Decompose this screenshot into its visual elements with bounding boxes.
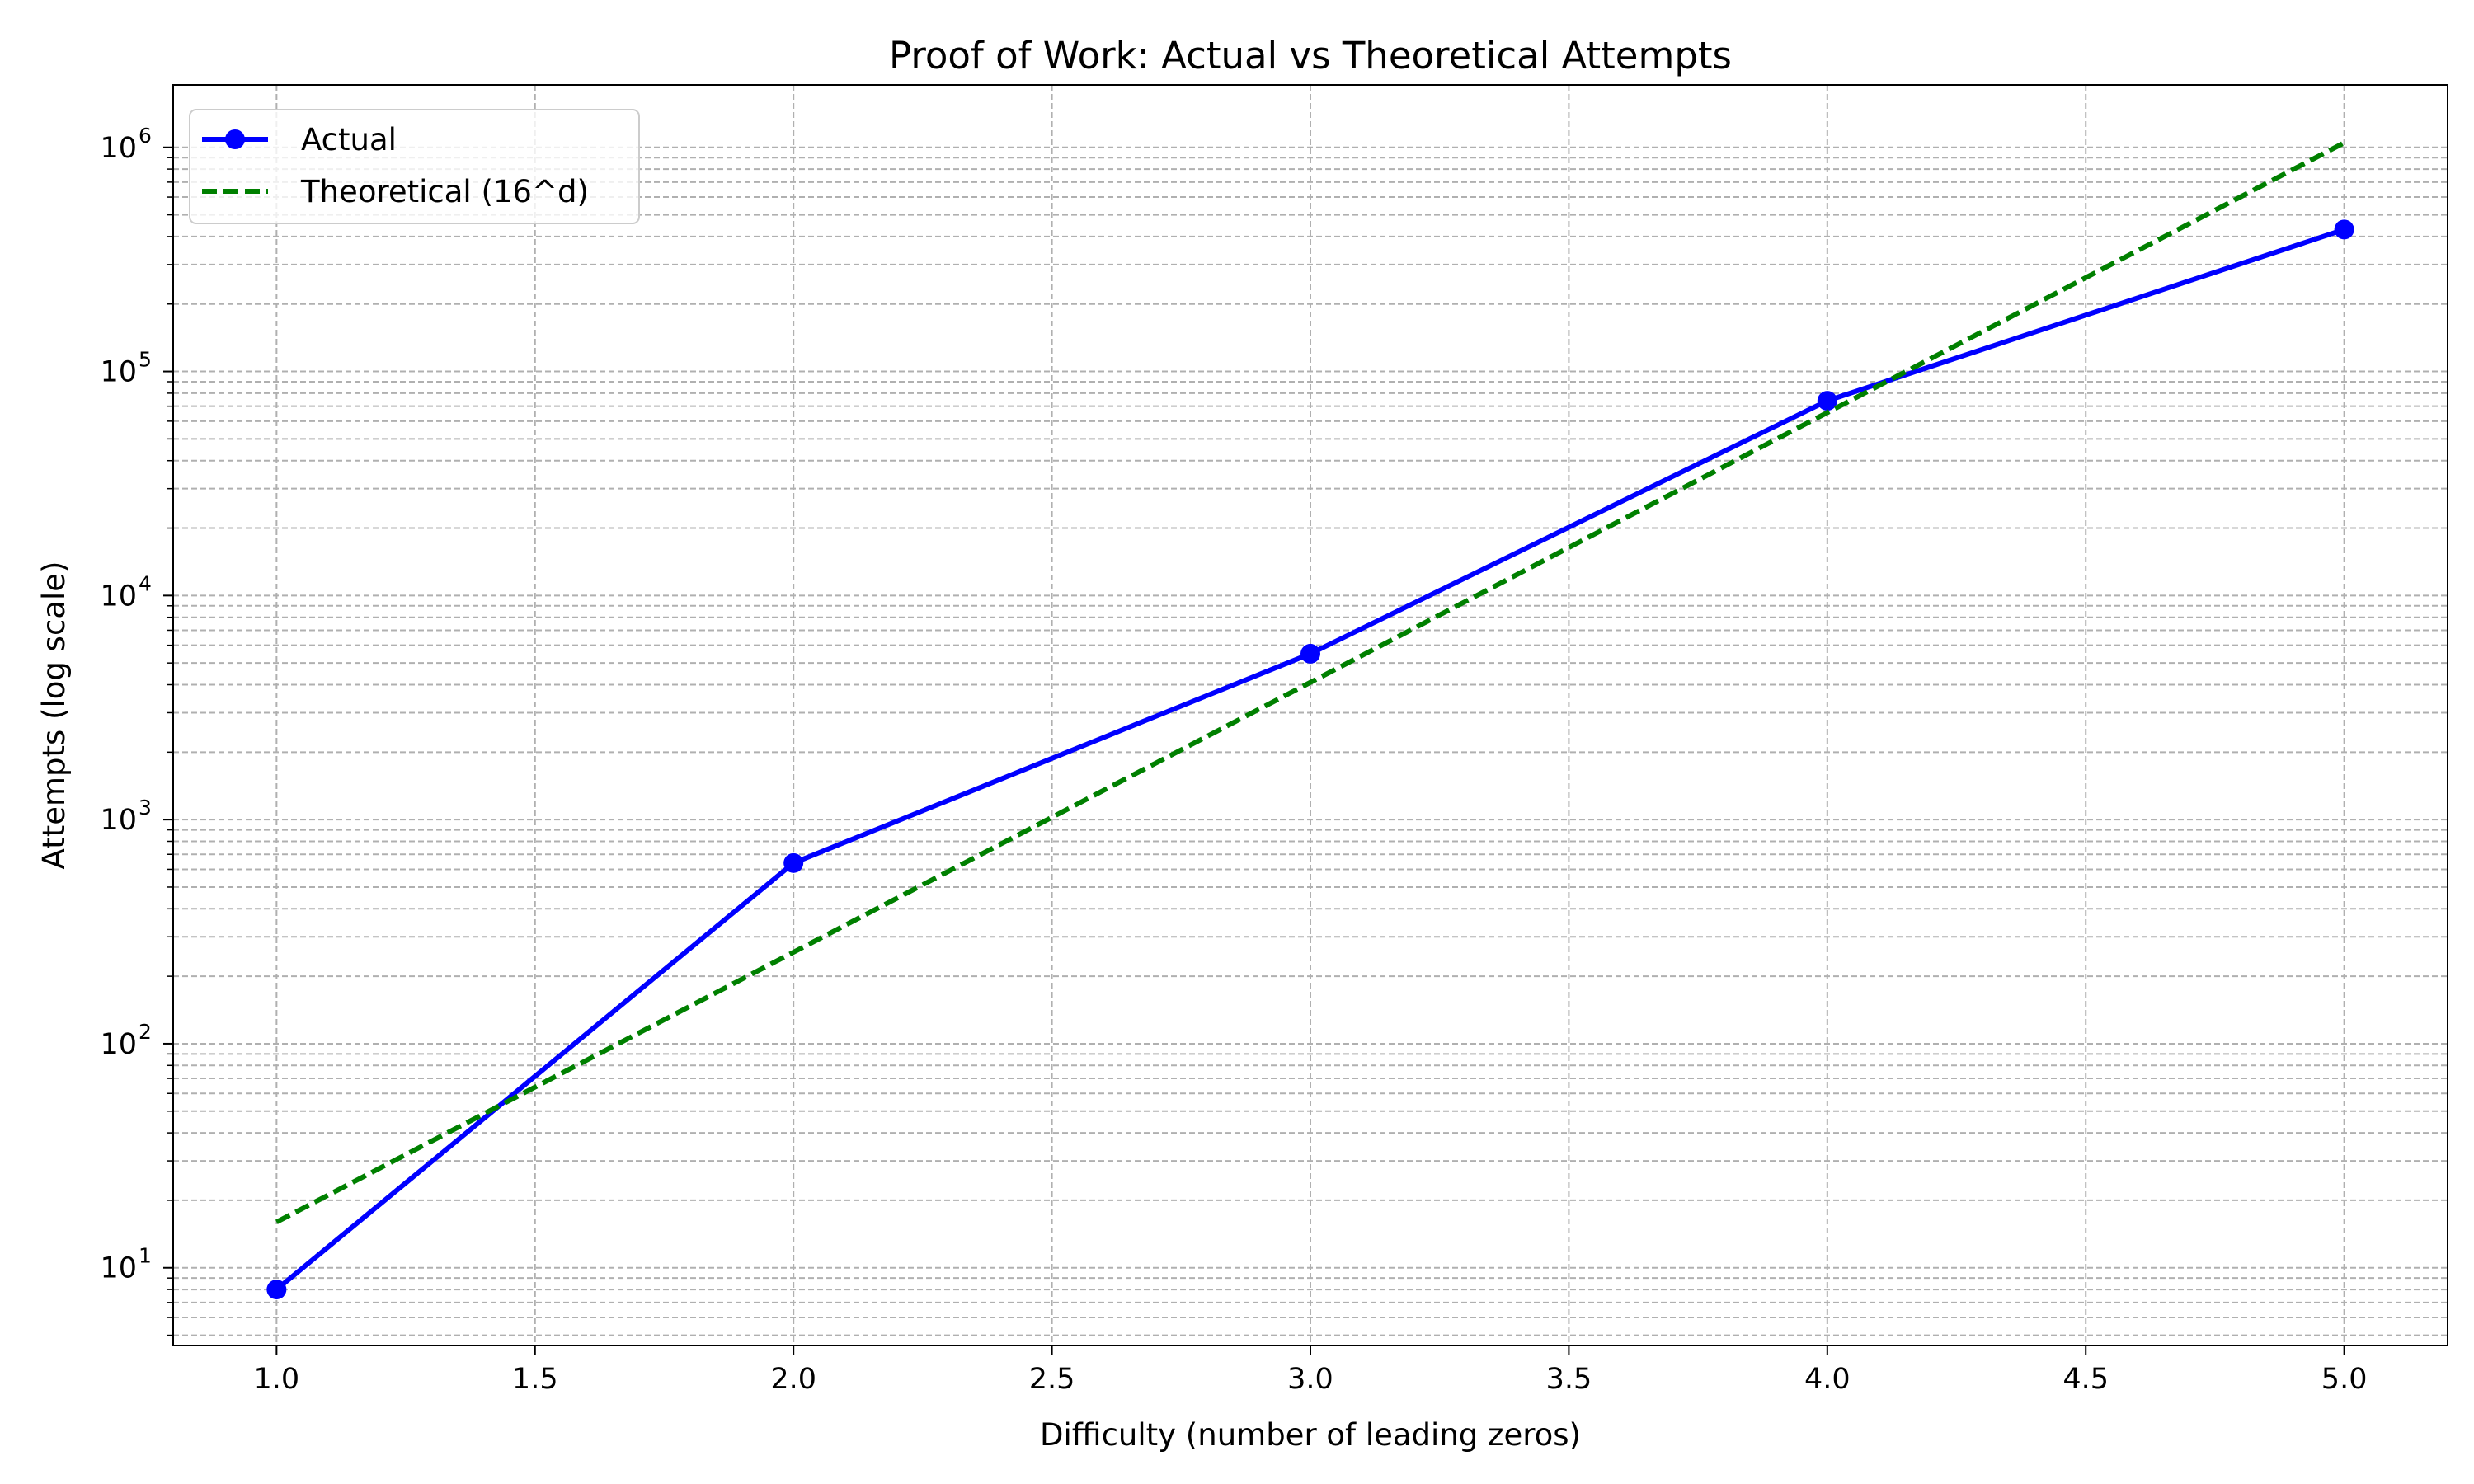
x-tick-label: 1.0 (254, 1363, 300, 1396)
y-tick-base: 10 (100, 580, 137, 613)
legend-label: Actual (301, 122, 397, 157)
legend: Actual Theoretical (16^d) (189, 109, 640, 224)
y-tick-base: 10 (100, 1252, 137, 1285)
legend-marker (225, 129, 245, 149)
grid (173, 85, 2448, 1345)
x-tick-label: 4.5 (2062, 1363, 2109, 1396)
y-tick-label: 10 6 (100, 124, 151, 165)
data-point (783, 852, 804, 873)
y-tick-label: 10 1 (100, 1244, 151, 1285)
y-tick-label: 10 5 (100, 348, 151, 389)
y-tick-base: 10 (100, 356, 137, 389)
x-tick-label: 5.0 (2321, 1363, 2368, 1396)
x-axis-label: Difficulty (number of leading zeros) (1040, 1417, 1581, 1453)
series-line-theoretical (275, 140, 2346, 1224)
y-tick-exponent: 2 (139, 1020, 152, 1044)
y-tick-base: 10 (100, 1028, 137, 1061)
chart-title: Proof of Work: Actual vs Theoretical Att… (889, 34, 1732, 77)
y-tick-exponent: 5 (139, 348, 152, 372)
data-point (1817, 391, 1837, 411)
y-tick-label: 10 3 (100, 796, 151, 837)
x-tick-label: 2.5 (1029, 1363, 1075, 1396)
x-tick-label: 3.0 (1287, 1363, 1333, 1396)
x-tick-label: 4.0 (1804, 1363, 1851, 1396)
axes: 1.0 1.5 2.0 2.5 3.0 3.5 4.0 4.5 5.010 110 210 310 41… (100, 124, 2367, 1396)
y-tick-label: 10 4 (100, 571, 151, 613)
y-tick-exponent: 3 (139, 796, 152, 819)
y-tick-base: 10 (100, 132, 137, 165)
series-layer (266, 140, 2354, 1300)
legend-box (189, 109, 640, 224)
y-tick-exponent: 4 (139, 571, 152, 595)
y-tick-base: 10 (100, 804, 137, 837)
data-point (266, 1280, 287, 1300)
legend-label: Theoretical (16^d) (300, 174, 589, 209)
data-point (2334, 219, 2354, 240)
y-tick-label: 10 2 (100, 1020, 151, 1061)
x-tick-label: 3.5 (1546, 1363, 1592, 1396)
y-tick-exponent: 1 (139, 1244, 152, 1268)
y-axis-label: Attempts (log scale) (36, 561, 72, 870)
x-tick-label: 2.0 (770, 1363, 816, 1396)
y-tick-exponent: 6 (139, 124, 152, 148)
x-tick-label: 1.5 (512, 1363, 558, 1396)
data-point (1300, 643, 1320, 664)
